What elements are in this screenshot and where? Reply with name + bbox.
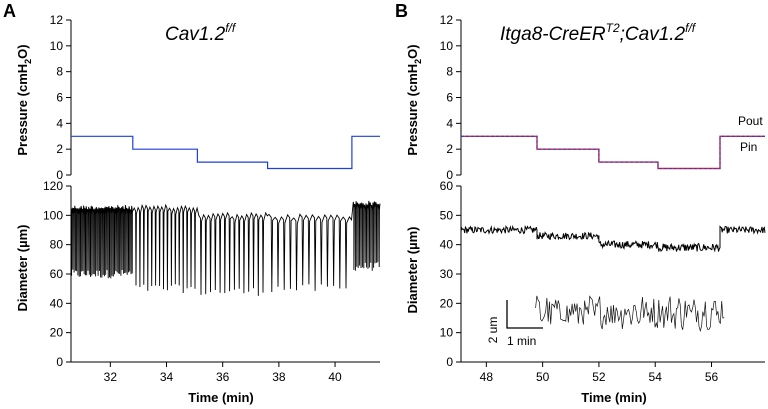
panel-b-pressure-ytick-label: 10 <box>440 39 454 53</box>
panel-b-title-sup: T2 <box>606 21 620 35</box>
panel-a-pressure-trace <box>71 135 380 170</box>
panel-a-diameter-trace <box>70 200 381 296</box>
panel-a-title-main: Cav1.2 <box>165 24 226 45</box>
panel-a-pressure-ytick-label: 2 <box>56 142 63 156</box>
panel-b-pressure-ylabel-main: Pressure (cmH <box>405 64 420 156</box>
panel-b-diameter-ytick-label: 50 <box>440 208 454 222</box>
panel-a-title: Cav1.2f/f <box>165 21 237 45</box>
panel-a-diameter-ytick-label: 80 <box>50 238 64 252</box>
panel-b-pressure-ytick-label: 4 <box>446 116 453 130</box>
panel-a-diameter-ytick-label: 120 <box>43 179 63 193</box>
panel-a-pressure-ytick-label: 12 <box>50 13 64 27</box>
panel-a-diameter-ytick-label: 20 <box>50 326 64 340</box>
panel-b-scale-bar <box>506 300 543 329</box>
panel-b-diameter-xtick-label: 54 <box>649 370 663 384</box>
scale-bar-x-label: 1 min <box>507 334 536 348</box>
panel-b-diameter-xtick-label: 56 <box>705 370 719 384</box>
panel-a-pressure-ytick-label: 4 <box>56 116 63 130</box>
panel-b-title-end: ;Cav1.2 <box>620 24 686 45</box>
legend-pin-label: Pin <box>740 140 757 154</box>
panel-a-diameter-xtick-label: 36 <box>216 370 230 384</box>
panel-a-pressure-ytick-label: 10 <box>50 39 64 53</box>
panel-b-diameter-ytick-label: 20 <box>440 296 454 310</box>
panel-a-diameter-ytick-label: 0 <box>56 355 63 369</box>
panel-b-title-main: Itga8-CreER <box>500 24 606 45</box>
panel-b-diameter-xtick-label: 50 <box>536 370 550 384</box>
scale-bar-y-label: 2 um <box>486 317 500 344</box>
panel-b-diameter-xtick-label: 52 <box>592 370 606 384</box>
panel-a-xlabel: Time (min) <box>188 390 254 405</box>
panel-b-diameter-ytick-label: 40 <box>440 238 454 252</box>
panel-b-diameter-ytick-label: 0 <box>446 355 453 369</box>
panel-b-diameter-ytick-label: 10 <box>440 326 454 340</box>
panel-a-letter: A <box>3 1 16 21</box>
panel-a-pressure-ylabel: Pressure (cmH2O) <box>15 44 33 155</box>
panel-a-pressure-axes: 0 2 4 6 8 10 12 <box>50 13 72 182</box>
panel-b-diameter-ytick-label: 30 <box>440 267 454 281</box>
panel-a-diameter-xtick-label: 38 <box>272 370 286 384</box>
panel-a-title-sup: f/f <box>225 21 237 35</box>
panel-a-diameter-ytick-label: 40 <box>50 296 64 310</box>
panel-a-pressure-ylabel-end: O) <box>15 44 30 58</box>
panel-b-letter: B <box>395 1 408 21</box>
panel-a-pressure-ylabel-main: Pressure (cmH <box>15 64 30 156</box>
panel-a-pressure-ytick-label: 6 <box>56 91 63 105</box>
panel-b-pressure-ytick-label: 2 <box>446 142 453 156</box>
panel-b-inset-trace <box>535 295 725 333</box>
panel-a-diameter-ytick-label: 100 <box>43 208 63 222</box>
legend-pout-label: Pout <box>738 114 763 128</box>
panel-a-diameter-ytick-label: 60 <box>50 267 64 281</box>
panel-b-pressure-axes: 0 2 4 6 8 10 12 <box>440 13 462 182</box>
panel-b-pout-trace <box>461 135 765 170</box>
panel-b-pressure-ytick-label: 8 <box>446 65 453 79</box>
panel-b-pressure-ytick-label: 12 <box>440 13 454 27</box>
panel-b-pressure-ylabel-end: O) <box>405 44 420 58</box>
panel-a-diameter-ylabel: Diameter (µm) <box>15 225 30 312</box>
panel-b-pressure-ytick-label: 0 <box>446 168 453 182</box>
panel-b-diameter-axes: 0 10 20 30 40 50 60 48 50 52 54 56 <box>440 179 765 384</box>
panel-b-pressure-ylabel: Pressure (cmH2O) <box>405 44 423 155</box>
panel-b-title-sup2: f/f <box>685 21 697 35</box>
panel-a-diameter-xtick-label: 32 <box>104 370 118 384</box>
panel-a-diameter-xtick-label: 34 <box>160 370 174 384</box>
panel-a-pressure-ylabel-sub: 2 <box>23 59 33 64</box>
panel-b-pin-trace <box>461 135 765 170</box>
panel-b-pressure-ylabel-sub: 2 <box>413 59 423 64</box>
panel-b-pressure-ytick-label: 6 <box>446 91 453 105</box>
panel-a-diameter-xtick-label: 40 <box>328 370 342 384</box>
panel-b-diameter-trace <box>460 224 766 253</box>
panel-b-diameter-xtick-label: 48 <box>480 370 494 384</box>
panel-b-diameter-ytick-label: 60 <box>440 179 454 193</box>
panel-b-title: Itga8-CreERT2;Cav1.2f/f <box>500 21 697 45</box>
panel-b-xlabel: Time (min) <box>581 390 647 405</box>
panel-a-pressure-ytick-label: 8 <box>56 65 63 79</box>
panel-a-diameter-axes: 0 20 40 60 80 100 120 32 34 36 38 40 <box>43 179 380 384</box>
panel-a-pressure-ytick-label: 0 <box>56 168 63 182</box>
panel-b-diameter-ylabel: Diameter (µm) <box>405 227 420 314</box>
